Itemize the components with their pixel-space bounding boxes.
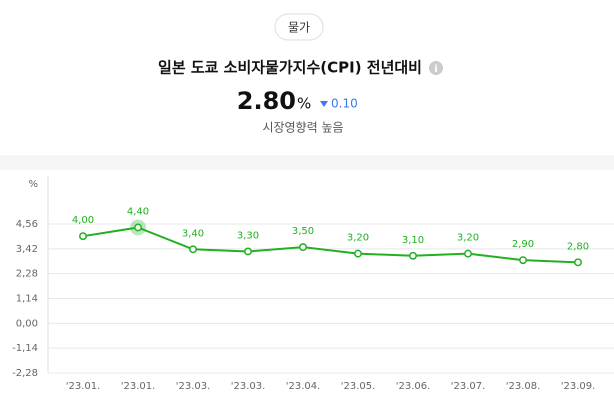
y-tick-label: 2,28 <box>16 269 38 280</box>
x-tick-label: '23.08. <box>506 381 541 392</box>
tag-pill[interactable] <box>274 13 324 41</box>
point <box>409 251 417 260</box>
y-tick-label: 1,14 <box>16 294 38 305</box>
point <box>574 258 582 267</box>
y-tick-label: 4,56 <box>16 219 38 230</box>
change: 0.10 <box>331 97 358 111</box>
tag[interactable]: 물가 <box>288 21 310 35</box>
x-tick-label: '23.01. <box>121 381 156 392</box>
value-label: 4,00 <box>72 215 94 226</box>
x-tick-label: '23.09. <box>561 381 596 392</box>
value-label: 2,80 <box>567 241 589 252</box>
y-tick-label: -2,28 <box>12 368 38 379</box>
x-tick-label: '23.07. <box>451 381 486 392</box>
impact: 시장영향력 높음 <box>262 121 343 135</box>
value-label: 3,40 <box>182 228 204 239</box>
value-label: 3,30 <box>237 230 259 241</box>
point <box>354 249 362 258</box>
x-tick-label: '23.03. <box>176 381 211 392</box>
plot: 4,56 3,42 2,28 1,14 0,00 -1,14 -2,28 '23.01. '23… <box>12 206 614 392</box>
info-icon[interactable] <box>429 61 443 75</box>
point <box>244 247 252 256</box>
y-tick-label: -1,14 <box>12 343 38 354</box>
title: 일본 도쿄 소비자물가지수(CPI) 전년대비 <box>158 59 422 77</box>
line <box>82 226 579 264</box>
main-unit: % <box>297 95 311 113</box>
y-tick-label: 3,42 <box>16 244 38 255</box>
point <box>189 245 197 254</box>
value-label: 3,50 <box>292 226 314 237</box>
value-label: 3,20 <box>347 233 369 244</box>
point <box>79 232 87 241</box>
info-glyph[interactable]: i <box>434 64 437 75</box>
y-unit: % <box>28 179 38 190</box>
y-tick-label: 0,00 <box>16 318 38 329</box>
value-label: 2,90 <box>512 239 534 250</box>
point <box>519 256 527 265</box>
x-tick-label: '23.05. <box>341 381 376 392</box>
x-tick-label: '23.04. <box>286 381 321 392</box>
value-label: 4,40 <box>127 206 149 217</box>
chart-panel <box>0 170 614 408</box>
point <box>464 249 472 258</box>
down-arrow <box>320 101 328 107</box>
main-value: 2.80 <box>237 87 296 115</box>
x-tick-label: '23.06. <box>396 381 431 392</box>
value-label: 3,10 <box>402 235 424 246</box>
x-tick-label: '23.03. <box>231 381 266 392</box>
point <box>134 223 142 232</box>
point <box>299 243 307 252</box>
value-label: 3,20 <box>457 233 479 244</box>
x-tick-label: '23.01. <box>66 381 101 392</box>
